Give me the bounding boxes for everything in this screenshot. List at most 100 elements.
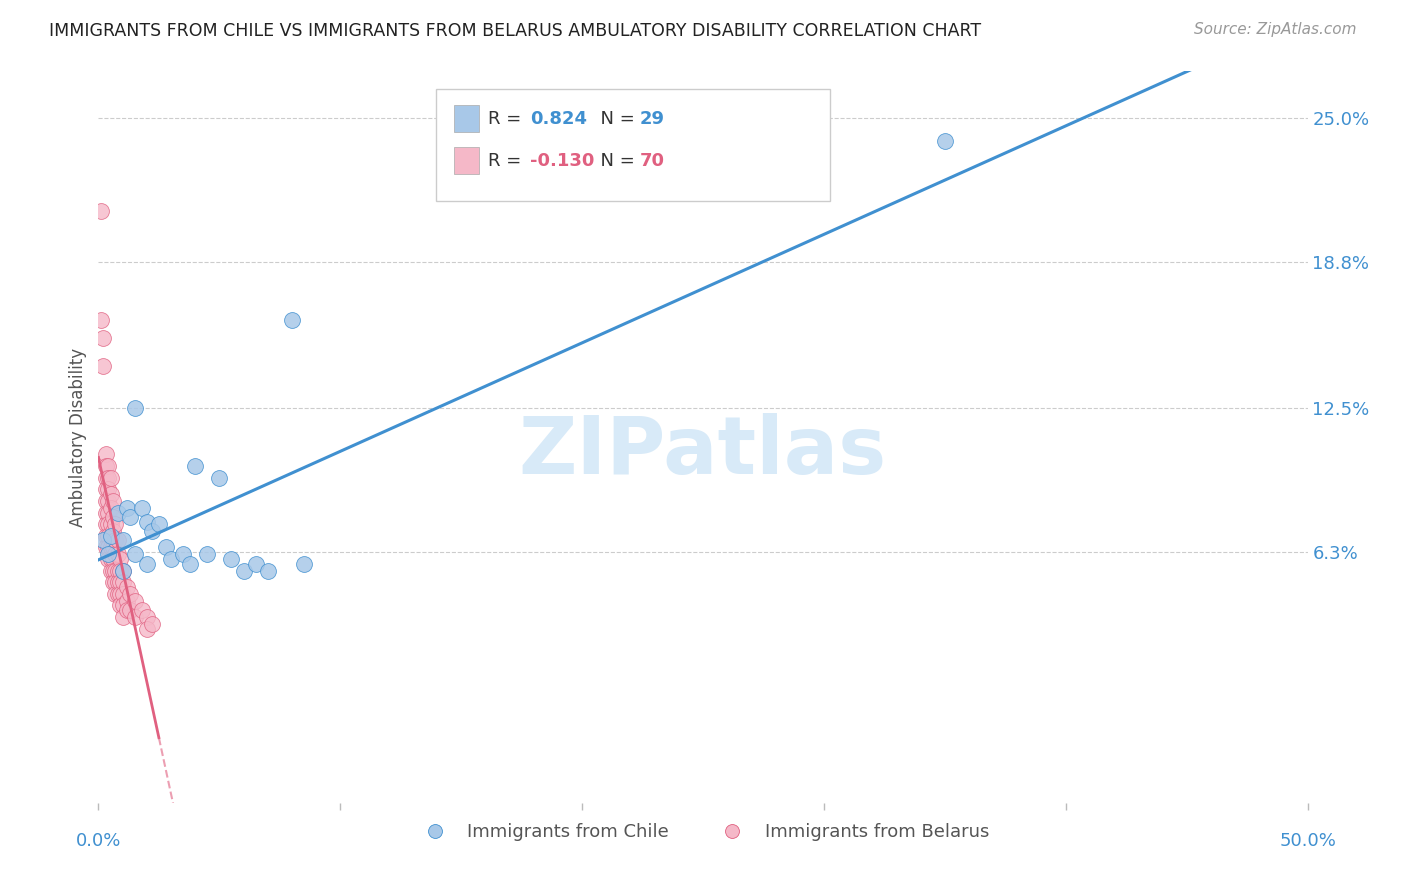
Point — [100, 564, 122, 578]
Point — [100, 471, 122, 485]
Point — [97, 459, 120, 474]
Point — [111, 610, 134, 624]
Point — [111, 587, 134, 601]
Point — [108, 587, 131, 601]
Point — [281, 313, 304, 327]
Text: IMMIGRANTS FROM CHILE VS IMMIGRANTS FROM BELARUS AMBULATORY DISABILITY CORRELATI: IMMIGRANTS FROM CHILE VS IMMIGRANTS FROM… — [49, 22, 981, 40]
Point — [101, 524, 124, 538]
Point — [91, 533, 114, 548]
Point — [172, 547, 194, 561]
Point — [104, 564, 127, 578]
Point — [131, 500, 153, 515]
Point — [108, 575, 131, 590]
Point — [94, 517, 117, 532]
Point — [934, 134, 956, 148]
Point — [195, 547, 218, 561]
Point — [107, 547, 129, 561]
Point — [117, 603, 139, 617]
Point — [107, 564, 129, 578]
Point — [100, 529, 122, 543]
Point — [184, 459, 207, 474]
Point — [97, 506, 120, 520]
Point — [111, 575, 134, 590]
Point — [91, 331, 114, 345]
Text: 0.0%: 0.0% — [76, 832, 121, 850]
Point — [111, 533, 134, 548]
Point — [97, 529, 120, 543]
Point — [104, 547, 127, 561]
Point — [100, 487, 122, 501]
Point — [97, 471, 120, 485]
Text: 70: 70 — [640, 152, 665, 169]
Point — [90, 203, 112, 218]
Point — [107, 587, 129, 601]
Point — [124, 401, 146, 415]
Point — [111, 599, 134, 613]
Text: N =: N = — [589, 152, 641, 169]
Point — [100, 517, 122, 532]
Point — [97, 494, 120, 508]
Text: R =: R = — [488, 110, 527, 128]
Point — [97, 483, 120, 497]
Point — [135, 515, 157, 529]
Point — [160, 552, 183, 566]
Point — [117, 594, 139, 608]
Point — [108, 552, 131, 566]
Text: 29: 29 — [640, 110, 665, 128]
Point — [100, 529, 122, 543]
Point — [100, 541, 122, 555]
Point — [101, 564, 124, 578]
Point — [155, 541, 177, 555]
Point — [124, 610, 146, 624]
Point — [141, 617, 163, 632]
Point — [135, 557, 157, 571]
Point — [101, 494, 124, 508]
Legend: Immigrants from Chile, Immigrants from Belarus: Immigrants from Chile, Immigrants from B… — [409, 816, 997, 848]
Point — [94, 541, 117, 555]
Point — [179, 557, 201, 571]
Point — [97, 552, 120, 566]
Point — [94, 494, 117, 508]
Point — [108, 599, 131, 613]
Point — [111, 564, 134, 578]
Text: N =: N = — [589, 110, 641, 128]
Text: 50.0%: 50.0% — [1279, 832, 1336, 850]
Point — [141, 524, 163, 538]
Point — [135, 610, 157, 624]
Point — [135, 622, 157, 636]
Y-axis label: Ambulatory Disability: Ambulatory Disability — [69, 348, 87, 526]
Point — [118, 587, 141, 601]
Point — [107, 506, 129, 520]
Point — [90, 313, 112, 327]
Point — [94, 448, 117, 462]
Point — [117, 500, 139, 515]
Point — [100, 552, 122, 566]
Point — [108, 564, 131, 578]
Point — [94, 529, 117, 543]
Point — [292, 557, 315, 571]
Point — [101, 510, 124, 524]
Point — [97, 517, 120, 532]
Point — [94, 483, 117, 497]
Point — [107, 533, 129, 548]
Point — [118, 510, 141, 524]
Point — [101, 541, 124, 555]
Point — [104, 587, 127, 601]
Point — [107, 575, 129, 590]
Point — [221, 552, 243, 566]
Point — [232, 564, 254, 578]
Point — [101, 552, 124, 566]
Point — [208, 471, 231, 485]
Point — [124, 547, 146, 561]
Point — [111, 564, 134, 578]
Point — [94, 459, 117, 474]
Point — [131, 603, 153, 617]
Point — [117, 580, 139, 594]
Point — [118, 603, 141, 617]
Point — [245, 557, 267, 571]
Text: ZIPatlas: ZIPatlas — [519, 413, 887, 491]
Text: -0.130: -0.130 — [530, 152, 595, 169]
Point — [91, 359, 114, 374]
Point — [104, 517, 127, 532]
Point — [104, 575, 127, 590]
